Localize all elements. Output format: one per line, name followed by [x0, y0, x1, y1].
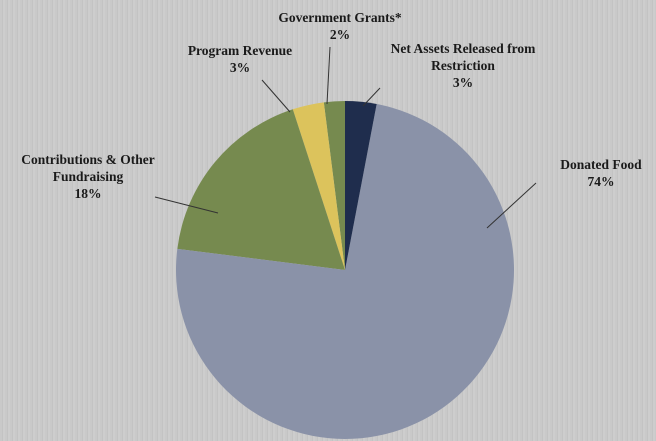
pie-slice	[292, 102, 345, 271]
pie-slice	[177, 109, 345, 270]
value-label: 18%	[74, 186, 102, 201]
slice-label: Net Assets Released from Restriction 3%	[373, 40, 553, 91]
slice-label: Contributions & Other Fundraising 18%	[8, 151, 168, 202]
slice-label: Government Grants* 2%	[240, 9, 440, 43]
value-label: 74%	[587, 174, 615, 189]
leader-line	[261, 79, 291, 113]
category-name: Government Grants*	[278, 10, 402, 25]
leader-line	[326, 46, 331, 105]
pie-slice	[176, 103, 515, 439]
slice-label: Program Revenue 3%	[160, 42, 320, 76]
slice-label: Donated Food 74%	[541, 156, 656, 190]
leader-line	[486, 182, 537, 229]
pie-slice	[345, 101, 377, 270]
category-name: Donated Food	[560, 157, 642, 172]
value-label: 2%	[329, 27, 351, 42]
category-name: Program Revenue	[187, 43, 293, 58]
leader-line	[362, 87, 381, 107]
category-name: Contributions & Other Fundraising	[21, 152, 155, 184]
value-label: 3%	[452, 75, 474, 90]
pie-slice	[323, 101, 345, 270]
category-name: Net Assets Released from Restriction	[390, 41, 536, 73]
leader-line	[154, 196, 219, 214]
value-label: 3%	[229, 60, 251, 75]
